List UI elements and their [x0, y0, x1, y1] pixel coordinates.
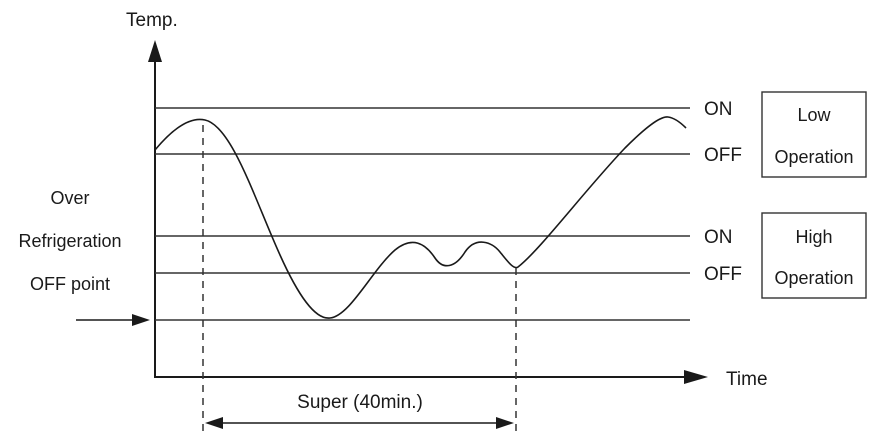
high-off-label: OFF	[704, 264, 742, 285]
over-refrigeration-line2: Refrigeration	[18, 231, 121, 251]
super-duration-right-arrow-icon	[496, 417, 514, 429]
over-refrigeration-arrow-icon	[132, 314, 150, 326]
over-refrigeration-line1: Over	[50, 188, 89, 208]
super-duration-left-arrow-icon	[205, 417, 223, 429]
x-axis-label: Time	[726, 369, 768, 390]
super-duration-label: Super (40min.)	[297, 392, 423, 413]
low-off-label: OFF	[704, 145, 742, 166]
high-on-label: ON	[704, 227, 733, 248]
x-axis-arrow-icon	[684, 370, 708, 384]
low-on-label: ON	[704, 99, 733, 120]
high-operation-box: High Operation	[761, 212, 867, 299]
low-operation-line1: Low	[797, 105, 831, 125]
y-axis-label: Temp.	[126, 10, 178, 31]
low-operation-line2: Operation	[774, 147, 853, 167]
y-axis-arrow-icon	[148, 40, 162, 62]
high-operation-line1: High	[795, 227, 832, 247]
over-refrigeration-line3: OFF point	[30, 274, 110, 294]
high-operation-line2: Operation	[774, 268, 853, 288]
low-operation-box: Low Operation	[761, 91, 867, 178]
temperature-curve	[154, 116, 687, 319]
